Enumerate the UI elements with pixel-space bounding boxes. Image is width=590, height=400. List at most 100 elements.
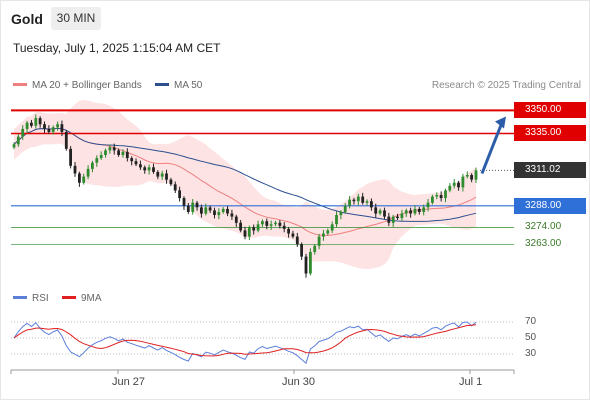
candle — [56, 124, 59, 128]
candle — [356, 196, 360, 202]
rsi-ma-swatch — [62, 295, 76, 299]
candle — [95, 158, 99, 163]
candle — [256, 224, 260, 231]
candle — [282, 225, 286, 229]
chart-datetime: Tuesday, July 1, 2025 1:15:04 AM CET — [13, 41, 221, 55]
candle — [226, 208, 229, 214]
candle — [134, 161, 138, 165]
legend-bollinger: MA 20 + Bollinger Bands — [13, 80, 142, 92]
candle — [73, 165, 77, 174]
candle — [221, 208, 225, 212]
candle — [252, 227, 256, 231]
candle — [404, 210, 408, 214]
candle — [365, 201, 369, 203]
candle — [47, 128, 51, 132]
candle — [322, 233, 325, 237]
candle — [86, 168, 90, 177]
candle — [348, 199, 351, 206]
candle — [361, 196, 365, 203]
candle — [139, 164, 142, 168]
candle — [396, 216, 399, 219]
bollinger-swatch — [13, 82, 27, 86]
candle — [431, 196, 434, 203]
candle — [130, 158, 134, 162]
candle — [99, 155, 103, 159]
candle — [208, 207, 212, 211]
candle — [309, 252, 312, 274]
candle — [69, 148, 72, 166]
candle — [195, 202, 199, 208]
candle — [64, 131, 68, 149]
candle — [230, 213, 234, 217]
candle — [186, 205, 190, 212]
rsi-line — [13, 321, 477, 365]
candle — [295, 236, 299, 245]
candle — [169, 179, 173, 185]
candle — [82, 176, 86, 183]
candle — [182, 198, 186, 206]
candle — [461, 176, 465, 188]
candle — [391, 216, 395, 223]
candle — [104, 150, 107, 155]
candle — [204, 207, 208, 214]
candle — [261, 221, 264, 225]
candle — [247, 227, 251, 237]
candle — [400, 213, 404, 219]
candle — [452, 182, 456, 186]
candle — [173, 184, 177, 191]
ma50-swatch — [155, 82, 169, 86]
rsi-tick-30: 30 — [525, 348, 537, 359]
candle — [16, 136, 20, 145]
candle — [448, 185, 452, 191]
candle — [34, 118, 38, 126]
candle — [38, 118, 42, 125]
candle — [335, 215, 338, 225]
legend-rsi-label: RSI — [32, 293, 49, 304]
candle — [317, 236, 321, 246]
candle — [352, 199, 356, 202]
candle — [121, 151, 125, 155]
candle — [51, 127, 55, 132]
candle — [12, 144, 16, 148]
candle — [426, 202, 430, 208]
candle — [422, 207, 426, 212]
candle — [413, 208, 417, 214]
candle — [191, 202, 195, 212]
candle — [339, 212, 343, 216]
candle — [243, 230, 247, 237]
candle — [378, 210, 382, 214]
x-tick-jun30: Jun 30 — [282, 376, 316, 388]
candle — [409, 210, 412, 214]
candle — [287, 228, 290, 234]
candle — [152, 167, 155, 172]
candle — [326, 230, 330, 234]
support-1-label: 3274.00 — [525, 221, 562, 233]
legend-rsi-ma: 9MA — [62, 293, 102, 305]
pivot-label: 3288.00 — [514, 197, 586, 214]
support-2-label: 3263.00 — [525, 238, 562, 250]
candle — [112, 147, 116, 151]
candle — [239, 222, 242, 231]
candle — [300, 244, 303, 257]
candle — [269, 224, 273, 226]
candle — [200, 207, 203, 214]
candle — [343, 205, 347, 212]
candle — [165, 173, 168, 180]
candle — [291, 233, 295, 237]
candle — [444, 190, 447, 199]
candle — [387, 216, 391, 223]
rsi-ma-line — [13, 324, 477, 357]
candle — [465, 175, 469, 177]
timeframe-button[interactable]: 30 MIN — [51, 7, 101, 30]
candle — [108, 147, 112, 151]
candle — [78, 173, 81, 183]
x-tick-jul1: Jul 1 — [459, 376, 483, 388]
current-price-label: 3311.02 — [514, 162, 586, 179]
candle — [234, 216, 238, 223]
resistance-1-label: 3335.00 — [514, 125, 586, 142]
candle — [117, 150, 120, 155]
candle — [383, 210, 386, 217]
instrument-title: Gold — [11, 11, 43, 27]
x-tick-jun27: Jun 27 — [112, 376, 146, 388]
